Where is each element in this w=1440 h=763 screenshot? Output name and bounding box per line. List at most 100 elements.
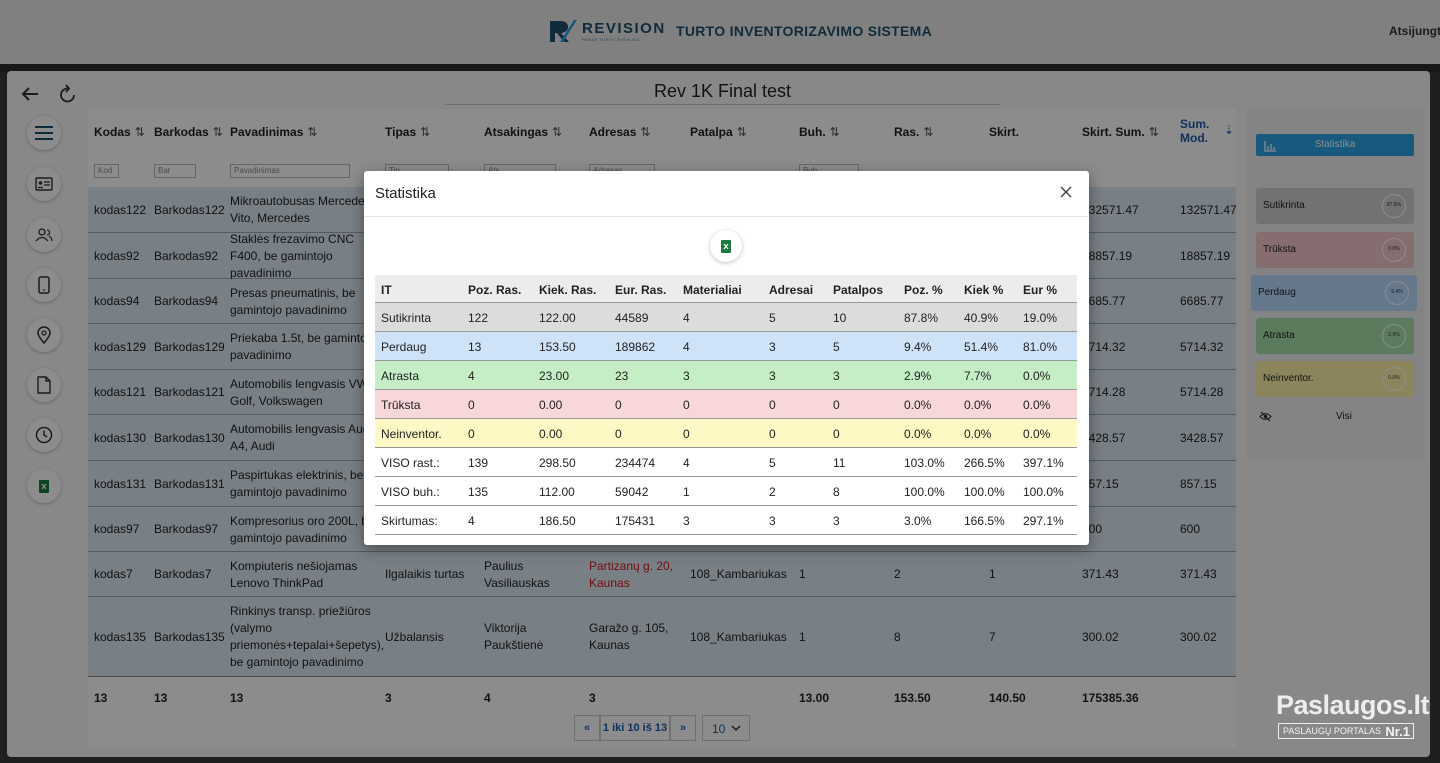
- sort-icon[interactable]: ⇅: [420, 125, 431, 139]
- header-divider: [0, 64, 1440, 72]
- statistics-cell: 0: [833, 398, 840, 412]
- cell-barkodas: Barkodas94: [154, 294, 219, 308]
- refresh-icon[interactable]: [55, 83, 81, 105]
- statistics-cell: 135: [468, 485, 489, 499]
- location-pin-icon[interactable]: [27, 318, 61, 352]
- logout-link[interactable]: Atsijungti: [1389, 24, 1440, 38]
- cell-barkodas: Barkodas97: [154, 522, 219, 536]
- cell-skirt_sum: 371.43: [1082, 567, 1119, 581]
- cell-ras: 2: [894, 567, 901, 581]
- status-card-sutikrinta[interactable]: Sutikrinta 87.8%: [1256, 188, 1414, 224]
- page-size-select[interactable]: 10: [702, 715, 750, 741]
- sort-icon[interactable]: ⇅: [552, 125, 563, 139]
- column-header-pavadinimas[interactable]: Pavadinimas ⇅: [230, 125, 317, 139]
- column-header-sum_mod[interactable]: Sum. Mod. ⇣: [1180, 117, 1234, 145]
- statistika-modal: Statistika IT Poz. Ras. Kiek. Ras. Eur. Ras…: [364, 171, 1089, 545]
- paslaugos-watermark: Paslaugos.lt PASLAUGŲ PORTALAS Nr.1: [1276, 690, 1430, 742]
- cell-pavadinimas: Automobilis lengvasis VW Golf, Volkswage…: [230, 377, 369, 408]
- column-header-label: Sum. Mod.: [1180, 117, 1210, 145]
- excel-export-icon[interactable]: [27, 469, 61, 503]
- table-row[interactable]: kodas7 Barkodas7 Kompiuteris nešiojamas Le…: [88, 552, 1236, 597]
- statistics-cell: 5: [769, 311, 776, 325]
- id-card-icon[interactable]: [27, 167, 61, 201]
- document-icon[interactable]: [27, 368, 61, 402]
- sort-icon[interactable]: ⇅: [1148, 125, 1159, 139]
- mobile-phone-icon[interactable]: [27, 268, 61, 302]
- cell-skirt_sum: 18857.19: [1082, 249, 1133, 263]
- statistics-cell: 100.0%: [964, 485, 1005, 499]
- statistics-row: VISO rast.: 139 298.50 234474 4 5 11 103.0% 266.…: [375, 448, 1077, 477]
- back-arrow-icon[interactable]: [17, 83, 43, 105]
- bar-chart-icon: [1264, 139, 1276, 161]
- cell-barkodas: Barkodas121: [154, 385, 225, 399]
- column-header-patalpa[interactable]: Patalpa ⇅: [690, 125, 747, 139]
- statistics-row: Skirtumas: 4 186.50 175431 3 3 3 3.0% 166.5% 297.…: [375, 506, 1077, 535]
- statistics-cell: 266.5%: [964, 456, 1005, 470]
- filter-input-pavadinimas[interactable]: Pavadinimas: [230, 164, 350, 178]
- status-card-neinventor[interactable]: Neinventor. 0.0%: [1256, 361, 1414, 397]
- statistics-cell: 0.0%: [904, 398, 932, 412]
- last-page-button[interactable]: »: [670, 715, 696, 741]
- sort-icon[interactable]: ⇅: [640, 125, 651, 139]
- column-header-adresas[interactable]: Adresas ⇅: [589, 125, 650, 139]
- statistics-cell: 3: [769, 340, 776, 354]
- column-header-skirt_sum[interactable]: Skirt. Sum. ⇅: [1082, 125, 1159, 139]
- pagination: « 1 iki 10 iš 13 »: [574, 715, 696, 741]
- cell-pavadinimas: Mikroautobusas Mercedes Vito, Mercedes: [230, 194, 371, 225]
- statistics-cell: 5: [833, 340, 840, 354]
- column-header-skirt[interactable]: Skirt.: [989, 125, 1019, 139]
- column-header-ras[interactable]: Ras. ⇅: [894, 125, 933, 139]
- visi-filter[interactable]: Visi: [1256, 409, 1414, 429]
- cell-sum_mod: 18857.19: [1180, 249, 1231, 263]
- sort-icon[interactable]: ⇅: [134, 125, 145, 139]
- column-header-atsakingas[interactable]: Atsakingas ⇅: [484, 125, 562, 139]
- sort-icon[interactable]: ⇅: [212, 125, 223, 139]
- sort-icon[interactable]: ⇅: [829, 125, 840, 139]
- column-header-label: Pavadinimas: [230, 125, 304, 139]
- statistics-row: Perdaug 13 153.50 189862 4 3 5 9.4% 51.4% 81.0%: [375, 332, 1077, 361]
- statistics-cell: Perdaug: [381, 340, 427, 354]
- column-header-label: Barkodas: [154, 125, 209, 139]
- footer-ras: 153.50: [894, 691, 931, 705]
- menu-icon[interactable]: [27, 116, 61, 150]
- statistics-cell: 0: [683, 398, 690, 412]
- cell-sum_mod: 857.15: [1180, 477, 1217, 491]
- history-clock-icon[interactable]: [27, 418, 61, 452]
- cell-barkodas: Barkodas129: [154, 340, 225, 354]
- sort-desc-icon[interactable]: ⇣: [1224, 123, 1235, 137]
- sort-icon[interactable]: ⇅: [923, 125, 934, 139]
- first-page-button[interactable]: «: [574, 715, 600, 741]
- statistics-cell: 0: [615, 427, 622, 441]
- statistics-cell: 0.0%: [1023, 427, 1051, 441]
- column-header-kodas[interactable]: Kodas ⇅: [94, 125, 145, 139]
- status-card-trksta[interactable]: Trūksta 0.0%: [1256, 232, 1414, 268]
- filter-input-barkodas[interactable]: Bar: [154, 164, 196, 178]
- statistics-cell: 5: [769, 456, 776, 470]
- close-icon[interactable]: [1056, 185, 1076, 205]
- status-card-perdaug[interactable]: Perdaug 9.4%: [1251, 275, 1417, 311]
- sort-icon[interactable]: ⇅: [307, 125, 318, 139]
- column-header-label: Patalpa: [690, 125, 733, 139]
- statistics-cell: 0: [833, 427, 840, 441]
- statistika-button[interactable]: Statistika: [1256, 134, 1414, 156]
- column-header-barkodas[interactable]: Barkodas ⇅: [154, 125, 223, 139]
- statistics-header-cell: Eur. Ras.: [615, 283, 667, 297]
- users-icon[interactable]: [27, 218, 61, 252]
- app-title: TURTO INVENTORIZAVIMO SISTEMA: [676, 23, 933, 39]
- filter-input-kodas[interactable]: Kod: [94, 164, 119, 178]
- cell-kodas: kodas97: [94, 522, 140, 536]
- status-label: Neinventor.: [1263, 373, 1314, 384]
- status-card-atrasta[interactable]: Atrasta 2.9%: [1256, 318, 1414, 354]
- sort-icon[interactable]: ⇅: [736, 125, 747, 139]
- cell-pavadinimas: Presas pneumatinis, be gamintojo pavadin…: [230, 286, 356, 317]
- statistics-cell: 4: [468, 369, 475, 383]
- column-header-buh[interactable]: Buh. ⇅: [799, 125, 840, 139]
- statistics-header-cell: Adresai: [769, 283, 814, 297]
- column-header-tipas[interactable]: Tipas ⇅: [385, 125, 430, 139]
- cell-pavadinimas: Automobilis lengvasis Audi A4, Audi: [230, 422, 373, 453]
- statistics-cell: VISO rast.:: [381, 456, 440, 470]
- excel-download-icon[interactable]: [710, 230, 742, 262]
- title-underline: [445, 104, 1000, 105]
- footer-skirt: 140.50: [989, 691, 1026, 705]
- cell-tipas: Užbalansis: [385, 630, 444, 644]
